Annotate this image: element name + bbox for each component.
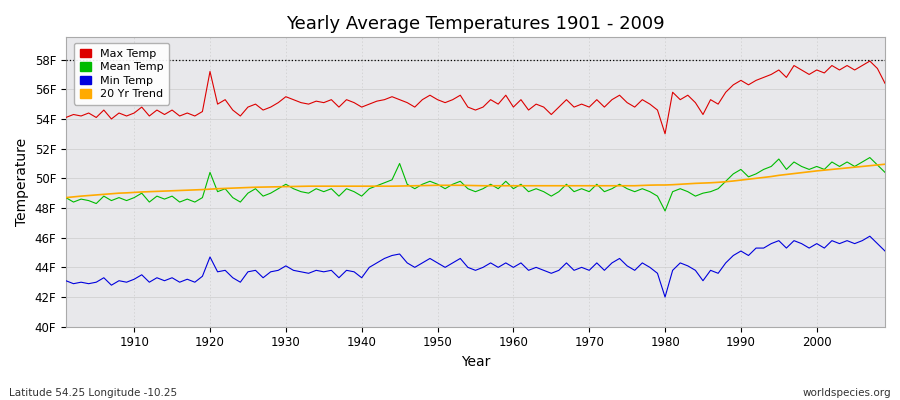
Legend: Max Temp, Mean Temp, Min Temp, 20 Yr Trend: Max Temp, Mean Temp, Min Temp, 20 Yr Tre… [74, 43, 169, 105]
Text: Latitude 54.25 Longitude -10.25: Latitude 54.25 Longitude -10.25 [9, 388, 177, 398]
Y-axis label: Temperature: Temperature [15, 138, 29, 226]
X-axis label: Year: Year [461, 355, 491, 369]
Title: Yearly Average Temperatures 1901 - 2009: Yearly Average Temperatures 1901 - 2009 [286, 15, 665, 33]
Text: worldspecies.org: worldspecies.org [803, 388, 891, 398]
